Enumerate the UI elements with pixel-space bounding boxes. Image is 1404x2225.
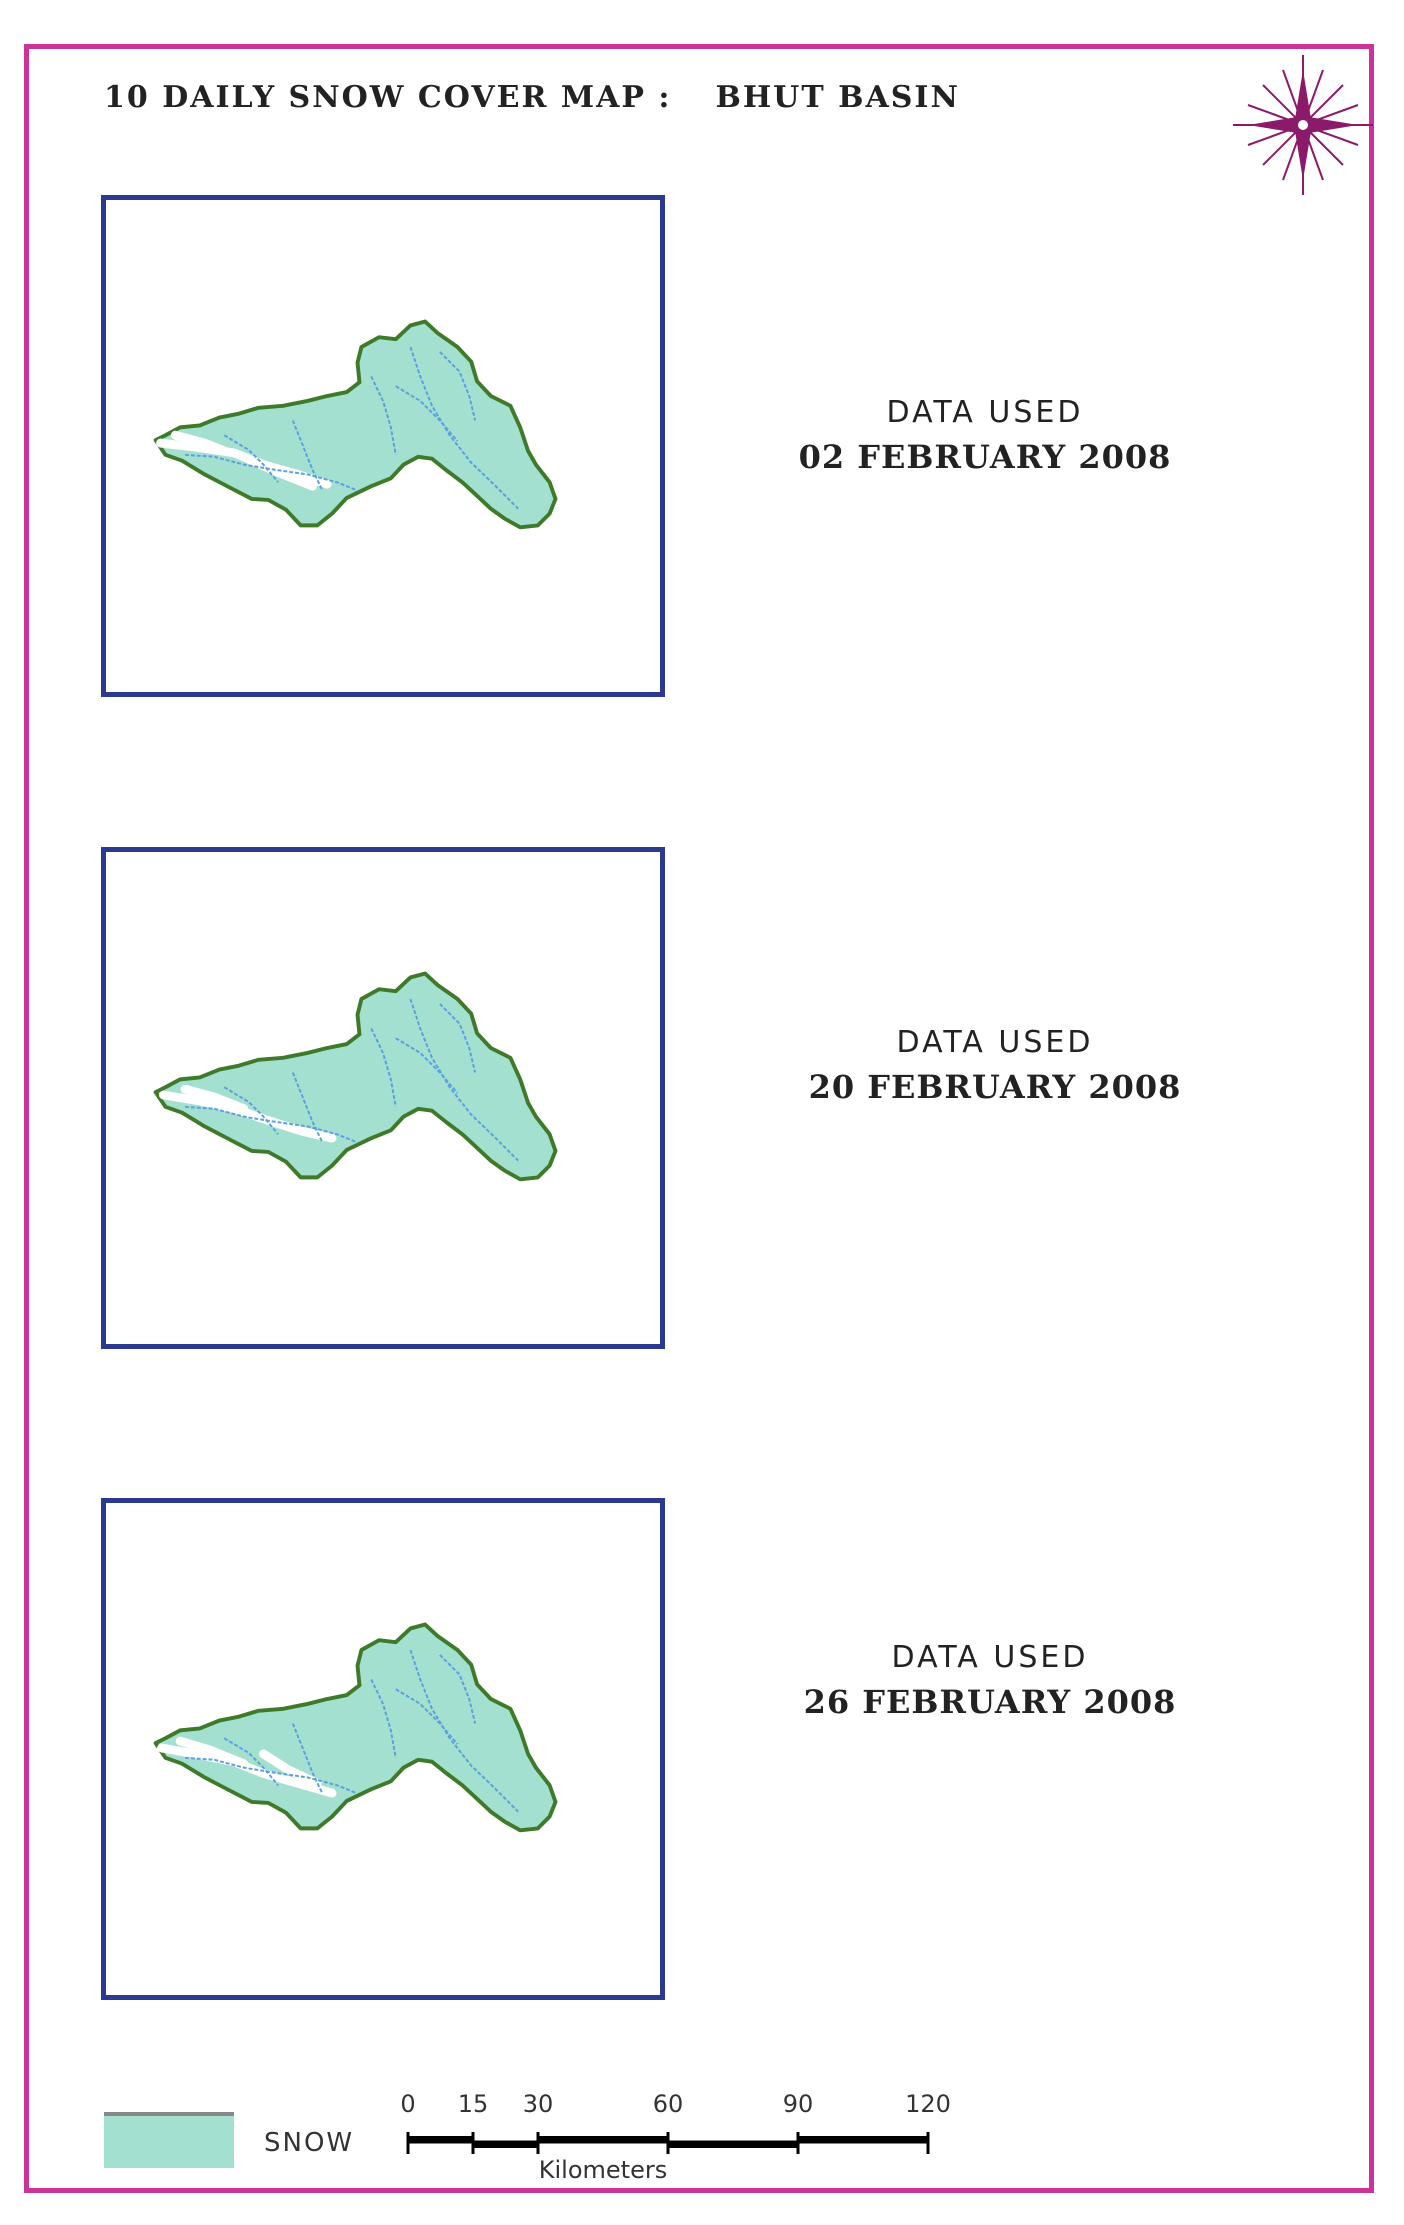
- scale-tick-label: 120: [905, 2090, 951, 2118]
- caption-date-1: 02 FEBRUARY 2008: [798, 438, 1172, 476]
- scale-segment: [408, 2136, 473, 2142]
- snow-patch: [159, 1090, 337, 1143]
- basin-polygon: [153, 319, 558, 530]
- basin-map-2: [153, 971, 558, 1182]
- scale-tick-label: 30: [523, 2090, 554, 2118]
- scale-tick-label: 0: [400, 2090, 415, 2118]
- caption-label-1: DATA USED: [886, 395, 1084, 430]
- map-title-main: 10 DAILY SNOW COVER MAP :: [104, 80, 672, 115]
- scale-segment: [538, 2136, 668, 2142]
- scale-tick-label: 60: [653, 2090, 684, 2118]
- river-line: [409, 1649, 519, 1813]
- caption-3: DATA USED 26 FEBRUARY 2008: [780, 1640, 1200, 1721]
- river-line: [409, 998, 519, 1162]
- river-line: [370, 375, 397, 455]
- compass-rose-icon: [1228, 50, 1378, 200]
- river-line: [184, 1105, 357, 1144]
- page-border: [24, 44, 1374, 2193]
- legend-snow-swatch: [104, 2112, 234, 2168]
- river-line: [291, 1072, 324, 1143]
- caption-2: DATA USED 20 FEBRUARY 2008: [785, 1025, 1205, 1106]
- river-line: [395, 1688, 459, 1745]
- map-title-basin: BHUT BASIN: [715, 80, 960, 115]
- map-frame-2: [101, 847, 665, 1349]
- caption-label-3: DATA USED: [891, 1640, 1089, 1675]
- legend-snow-label: SNOW: [264, 2128, 355, 2158]
- river-line: [184, 453, 357, 492]
- river-line: [223, 434, 279, 483]
- river-line: [395, 1037, 459, 1094]
- scale-bar: 0 15 30 60 90 120 Kilometers: [398, 2088, 958, 2188]
- river-line: [439, 1654, 477, 1724]
- scale-segment: [798, 2136, 928, 2142]
- map-frame-3: [101, 1498, 665, 2000]
- river-line: [370, 1027, 397, 1107]
- basin-map-1: [153, 319, 558, 530]
- scale-unit-label: Kilometers: [539, 2156, 667, 2184]
- scale-segment: [668, 2142, 798, 2148]
- scale-tick-label: 90: [783, 2090, 814, 2118]
- basin-polygon: [153, 1622, 558, 1833]
- snow-patch: [170, 430, 229, 456]
- river-line: [439, 1003, 477, 1073]
- scale-segment: [473, 2142, 538, 2148]
- river-line: [395, 385, 459, 442]
- scale-tick-label: 15: [458, 2090, 489, 2118]
- river-line: [184, 1756, 357, 1795]
- river-line: [223, 1737, 279, 1786]
- caption-date-2: 20 FEBRUARY 2008: [808, 1068, 1182, 1106]
- river-line: [439, 351, 477, 421]
- snow-patch: [180, 1084, 249, 1114]
- river-line: [291, 1723, 324, 1794]
- snow-patch: [259, 1749, 322, 1788]
- map-frame-1: [101, 195, 665, 697]
- map-title: 10 DAILY SNOW COVER MAP : BHUT BASIN: [104, 80, 960, 115]
- river-line: [370, 1678, 397, 1758]
- river-line: [409, 346, 519, 510]
- caption-label-2: DATA USED: [896, 1025, 1094, 1060]
- caption-date-3: 26 FEBRUARY 2008: [803, 1683, 1177, 1721]
- river-line: [291, 420, 324, 491]
- snow-patch: [175, 1736, 249, 1769]
- basin-polygon: [153, 971, 558, 1182]
- basin-map-3: [153, 1622, 558, 1833]
- river-line: [223, 1086, 279, 1135]
- caption-1: DATA USED 02 FEBRUARY 2008: [775, 395, 1195, 476]
